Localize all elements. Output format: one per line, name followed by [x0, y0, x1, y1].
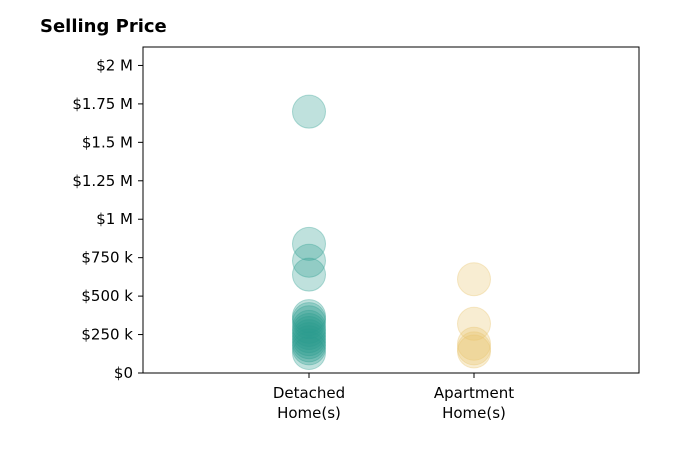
- data-point: [292, 328, 326, 363]
- y-tick-label: $0: [114, 364, 133, 382]
- data-point: [457, 331, 491, 366]
- x-tick-label: Detached Home(s): [273, 384, 345, 422]
- data-point: [292, 331, 326, 366]
- data-point: [292, 305, 326, 340]
- plot-frame: [142, 46, 640, 374]
- x-tick-label: Apartment Home(s): [434, 384, 514, 422]
- y-tick-label: $750 k: [81, 249, 133, 267]
- data-point: [292, 226, 326, 261]
- y-tick-label: $1.25 M: [72, 172, 133, 190]
- data-point: [292, 325, 326, 360]
- x-axis: Detached Home(s) Apartment Home(s): [273, 373, 514, 422]
- data-point: [292, 312, 326, 347]
- data-point: [457, 262, 491, 297]
- data-point: [292, 299, 326, 334]
- data-point: [292, 336, 326, 371]
- data-point: [292, 309, 326, 344]
- data-point: [292, 316, 326, 351]
- data-point: [457, 306, 491, 341]
- y-tick-label: $2 M: [96, 56, 133, 74]
- plot-area: [292, 94, 491, 371]
- chart-title: Selling Price: [40, 16, 167, 37]
- y-tick-label: $1.5 M: [82, 133, 133, 151]
- y-tick-label: $1 M: [96, 210, 133, 228]
- data-point: [292, 257, 326, 292]
- data-point: [457, 334, 491, 369]
- data-point: [292, 243, 326, 278]
- y-tick-label: $250 k: [81, 326, 133, 344]
- data-point: [457, 326, 491, 361]
- y-tick-label: $500 k: [81, 287, 133, 305]
- data-point: [292, 319, 326, 354]
- y-tick-label: $1.75 M: [72, 95, 133, 113]
- data-point: [292, 322, 326, 357]
- y-axis: $0 $250 k $500 k $750 k $1 M $1.25 M $1.5 M $1.…: [72, 56, 143, 382]
- data-point: [292, 302, 326, 337]
- data-point: [292, 94, 326, 129]
